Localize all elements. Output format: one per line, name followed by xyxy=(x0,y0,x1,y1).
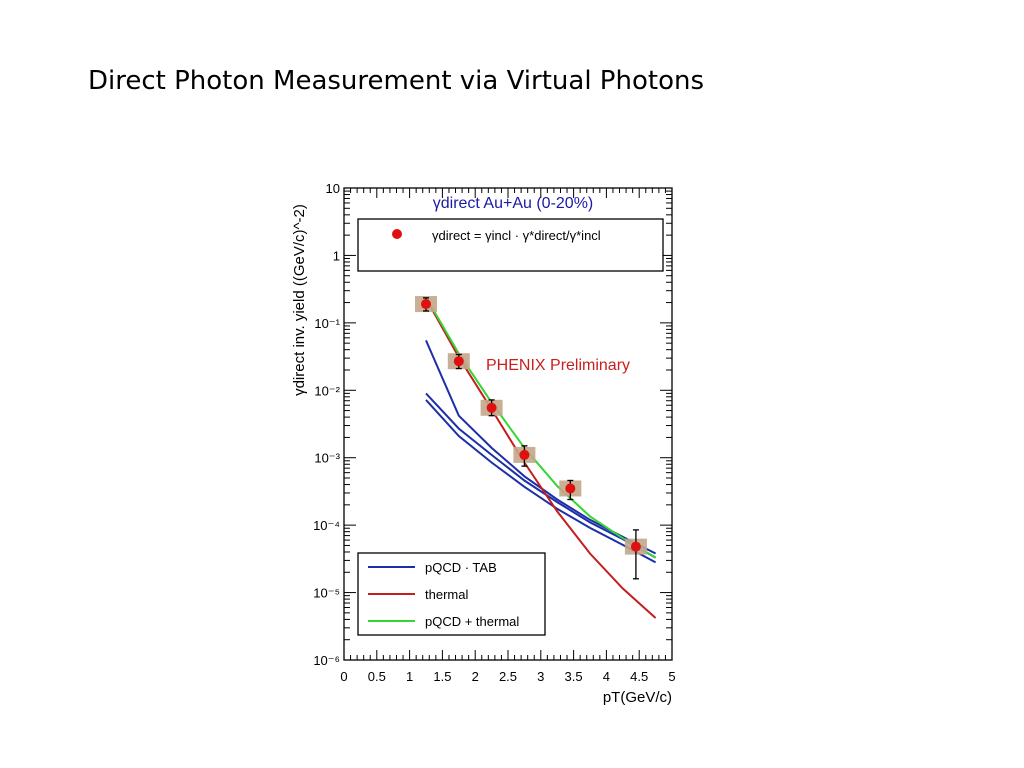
slide-title: Direct Photon Measurement via Virtual Ph… xyxy=(88,66,705,96)
data-point xyxy=(421,299,431,310)
x-tick-label: 0 xyxy=(340,669,347,684)
x-tick-label: 5 xyxy=(668,669,675,684)
formula-text: γdirect = γincl · γ*direct/γ*incl xyxy=(432,228,601,243)
formula-box xyxy=(357,218,664,272)
legend-label: pQCD + thermal xyxy=(425,614,519,629)
data-point xyxy=(453,356,464,367)
chart-title: γdirect Au+Au (0-20%) xyxy=(433,195,594,212)
y-tick-label: 10⁻⁶ xyxy=(313,653,340,668)
y-tick-label: 10⁻⁴ xyxy=(313,518,340,533)
x-tick-label: 2.5 xyxy=(499,669,517,684)
legend-label: thermal xyxy=(425,587,468,602)
y-tick-label: 10⁻⁵ xyxy=(313,586,340,601)
y-tick-label: 1 xyxy=(333,248,340,263)
legend-label: pQCD · TAB xyxy=(425,560,497,575)
y-tick-label: 10⁻² xyxy=(314,383,340,398)
series-line-pqcd-tab-1 xyxy=(425,399,657,564)
x-tick-label: 1 xyxy=(406,669,413,684)
x-tick-label: 3.5 xyxy=(565,669,583,684)
data-point xyxy=(565,483,576,494)
x-tick-label: 4 xyxy=(603,669,610,684)
data-point xyxy=(519,449,530,460)
series-line-pqcd-tab-0 xyxy=(425,392,657,559)
y-axis-label: γdirect inv. yield ((GeV/c)^-2) xyxy=(291,204,308,396)
data-point xyxy=(630,541,641,552)
x-tick-label: 3 xyxy=(537,669,544,684)
data-point xyxy=(486,402,497,413)
x-tick-label: 4.5 xyxy=(630,669,648,684)
y-tick-label: 10⁻³ xyxy=(314,451,340,466)
formula-marker xyxy=(392,229,402,239)
y-tick-label: 10⁻¹ xyxy=(314,316,340,331)
y-tick-label: 10 xyxy=(326,181,340,196)
x-axis-label: pT(GeV/c) xyxy=(603,689,672,706)
x-tick-label: 2 xyxy=(472,669,479,684)
x-tick-label: 1.5 xyxy=(433,669,451,684)
x-tick-label: 0.5 xyxy=(368,669,386,684)
phenix-preliminary-label: PHENIX Preliminary xyxy=(486,357,630,374)
series-line-pqcd-thermal-0 xyxy=(425,296,657,559)
